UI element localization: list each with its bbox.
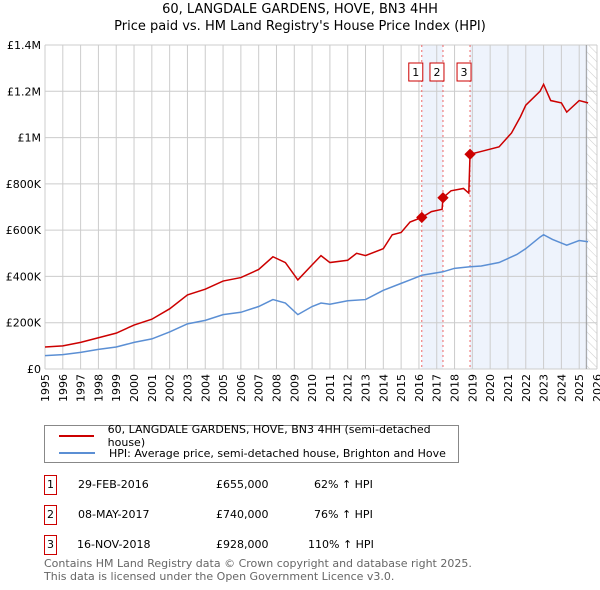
x-tick-label: 2004	[199, 374, 212, 402]
sale-label-box	[456, 62, 472, 82]
sale-marker-label: 2	[44, 505, 57, 525]
sale-row-3: 3 16-NOV-2018 £928,000 110% ↑ HPI	[44, 535, 444, 555]
y-tick-label: £800K	[6, 178, 42, 191]
x-tick-label: 1995	[39, 374, 52, 402]
y-tick-label: £200K	[6, 317, 42, 330]
sale-label-box	[408, 62, 424, 82]
x-tick-label: 2016	[413, 374, 426, 402]
series-line-hpi	[44, 233, 589, 357]
x-tick-label: 2003	[181, 374, 194, 402]
x-tick-label: 2019	[466, 374, 479, 402]
x-tick-label: 2009	[288, 374, 301, 402]
x-tick-label: 2025	[573, 374, 586, 402]
x-tick-label: 2002	[164, 374, 177, 402]
sale-date: 08-MAY-2017	[78, 508, 150, 521]
x-tick-label: 2020	[484, 374, 497, 402]
legend-label: 60, LANGDALE GARDENS, HOVE, BN3 4HH (sem…	[107, 423, 431, 449]
x-tick-label: 2000	[128, 374, 141, 402]
forecast-hatch	[586, 45, 597, 369]
x-tick-label: 2005	[217, 374, 230, 402]
x-tick-label: 1997	[75, 374, 88, 402]
price-chart: 1995 1996 1997 1998 1999 2000 2001 2002 2003 2004…	[6, 39, 600, 402]
footer-line: Contains HM Land Registry data © Crown c…	[44, 557, 472, 570]
x-tick-label: 2006	[235, 374, 248, 402]
legend-swatch	[59, 452, 95, 454]
x-tick-label: 2021	[502, 374, 515, 402]
x-tick-label: 2018	[449, 374, 462, 402]
x-tick-label: 2017	[431, 374, 444, 402]
x-tick-label: 2008	[270, 374, 283, 402]
x-tick-label: 2014	[377, 374, 390, 402]
x-tick-label: 2007	[253, 374, 266, 402]
legend-swatch	[59, 435, 94, 437]
x-tick-label: 1998	[92, 374, 105, 402]
sale-point	[437, 192, 449, 204]
sale-price: £655,000	[216, 478, 269, 491]
sale-row-1: 1 29-FEB-2016 £655,000 62% ↑ HPI	[44, 475, 444, 495]
sale-price: £928,000	[216, 538, 269, 551]
x-tick-label: 2015	[395, 374, 408, 402]
sale-marker-label: 1	[44, 475, 57, 495]
x-tick-label: 2013	[360, 374, 373, 402]
y-tick-label: £600K	[6, 224, 42, 237]
sale-price: £740,000	[216, 508, 269, 521]
x-tick-label: 2001	[146, 374, 159, 402]
sale-date: 16-NOV-2018	[77, 538, 151, 551]
x-tick-label: 2012	[342, 374, 355, 402]
sale-label: 2	[433, 66, 440, 79]
sale-row-2: 2 08-MAY-2017 £740,000 76% ↑ HPI	[44, 505, 444, 525]
legend-item-hpi: HPI: Average price, semi-detached house,…	[59, 445, 446, 461]
sale-marker-label: 3	[44, 535, 57, 555]
x-tick-label: 1996	[57, 374, 70, 402]
series-line-property	[44, 82, 589, 348]
chart-subtitle: Price paid vs. HM Land Registry's House …	[114, 19, 486, 34]
x-tick-label: 2026	[591, 374, 600, 402]
sale-label: 3	[461, 66, 468, 79]
sale-label: 1	[412, 66, 419, 79]
footer: Contains HM Land Registry data © Crown c…	[44, 557, 472, 583]
sale-point	[464, 148, 476, 160]
x-tick-label: 2024	[555, 374, 568, 402]
x-tick-label: 1999	[110, 374, 123, 402]
legend: 60, LANGDALE GARDENS, HOVE, BN3 4HH (sem…	[44, 423, 459, 463]
legend-item-property: 60, LANGDALE GARDENS, HOVE, BN3 4HH (sem…	[59, 423, 458, 449]
shaded-range	[470, 45, 589, 369]
y-tick-label: £400K	[6, 270, 42, 283]
sale-hpi: 62% ↑ HPI	[314, 478, 373, 491]
y-tick-label: £1M	[18, 132, 42, 145]
sale-hpi: 76% ↑ HPI	[314, 508, 373, 521]
x-tick-label: 2010	[306, 374, 319, 402]
chart-title: 60, LANGDALE GARDENS, HOVE, BN3 4HH	[162, 2, 438, 17]
x-tick-label: 2023	[538, 374, 551, 402]
x-tick-label: 2011	[324, 374, 337, 402]
legend-label: HPI: Average price, semi-detached house,…	[109, 446, 446, 460]
sale-date: 29-FEB-2016	[78, 478, 149, 491]
footer-line: This data is licensed under the Open Gov…	[44, 570, 395, 583]
y-tick-label: £0	[27, 363, 41, 376]
shaded-range	[421, 45, 443, 369]
y-tick-label: £1.4M	[7, 39, 41, 52]
y-tick-label: £1.2M	[7, 85, 41, 98]
sale-label-box	[429, 62, 445, 82]
sale-hpi: 110% ↑ HPI	[308, 538, 374, 551]
sale-point	[416, 211, 428, 224]
x-tick-label: 2022	[520, 374, 533, 402]
